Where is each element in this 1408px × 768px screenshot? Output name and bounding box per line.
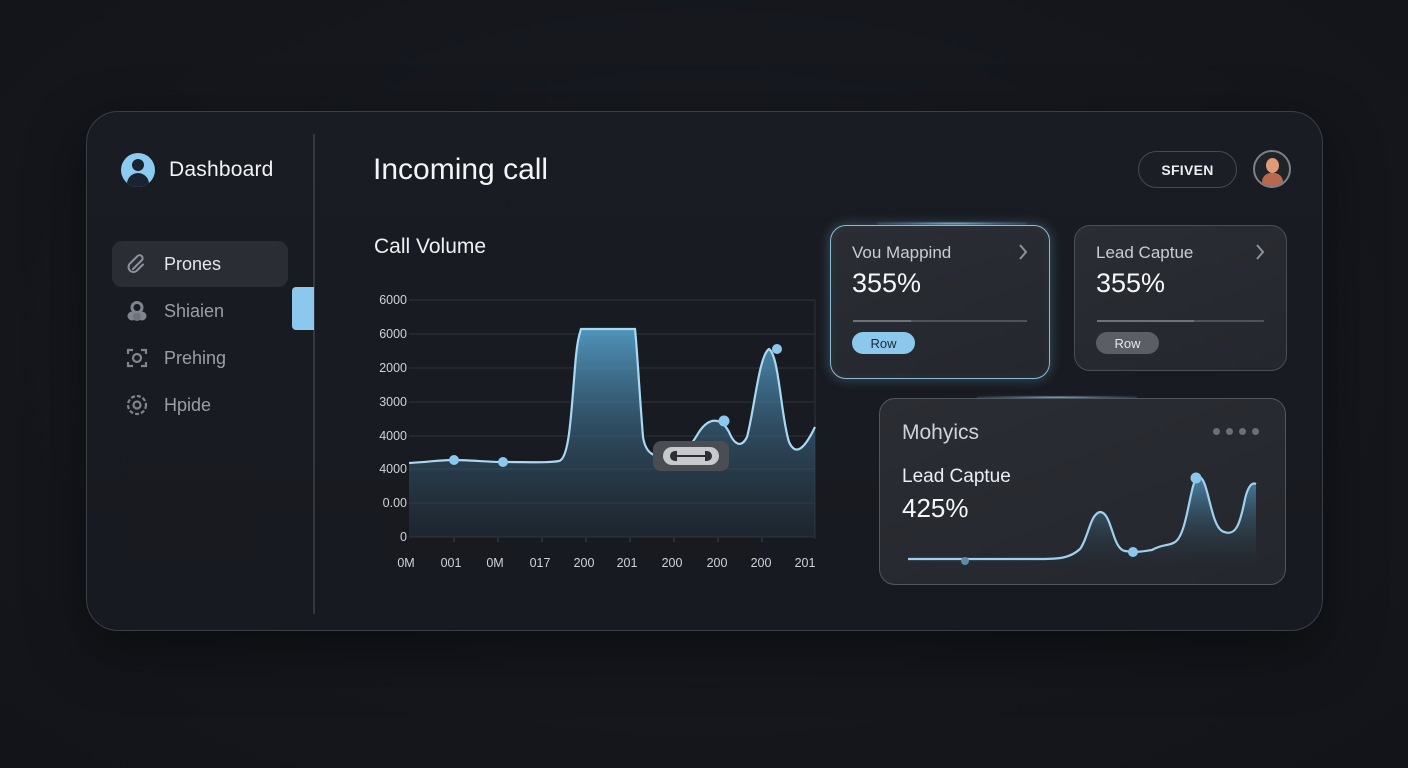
- x-tick: 0M: [397, 556, 415, 570]
- camera-scan-icon: [124, 345, 150, 371]
- card-value: 355%: [1096, 268, 1166, 298]
- brand-label: Dashboard: [169, 158, 274, 181]
- app-window: Dashboard Prones Shiaien: [86, 111, 1323, 631]
- x-tick: 017: [529, 556, 551, 570]
- metrics-card[interactable]: Mohyics Lead Captue 425%: [879, 398, 1286, 585]
- y-tick: 4000: [379, 462, 407, 476]
- paperclip-icon: [124, 251, 150, 277]
- card-glow: [977, 396, 1137, 399]
- y-tick: 0: [400, 530, 407, 544]
- call-volume-plot: [409, 299, 816, 542]
- sidebar-item-label: Shiaien: [164, 300, 225, 321]
- y-tick: 4000: [379, 429, 407, 443]
- progress-bar: [1097, 320, 1264, 322]
- call-volume-title: Call Volume: [374, 235, 487, 258]
- kpi-card-lead-capture[interactable]: Lead Captue 355% Row: [1074, 225, 1287, 371]
- sidebar-item-label: Prones: [164, 253, 222, 274]
- metrics-value: 425%: [902, 493, 969, 523]
- card-glow: [877, 222, 1027, 225]
- x-tick: 200: [661, 556, 683, 570]
- card-title: Lead Captue: [1096, 243, 1194, 262]
- chevron-right-icon[interactable]: [1254, 242, 1266, 262]
- y-tick: 0.00: [382, 496, 407, 510]
- kpi-card-mapping[interactable]: Vou Mappind 355% Row: [830, 225, 1050, 379]
- x-tick: 0M: [486, 556, 504, 570]
- x-axis: 0M 001 0M 017 200 201 200 200 200 201: [397, 556, 827, 576]
- y-tick: 3000: [379, 395, 407, 409]
- phone-icon: [663, 447, 719, 465]
- sidebar-item-hpide[interactable]: Hpide: [112, 382, 288, 428]
- metrics-subtitle: Lead Captue: [902, 466, 1011, 487]
- x-tick: 201: [794, 556, 816, 570]
- row-button[interactable]: Row: [852, 332, 915, 354]
- row-button[interactable]: Row: [1096, 332, 1159, 354]
- lead-capture-sparkline: [908, 472, 1257, 569]
- users-icon: [124, 298, 150, 324]
- y-tick: 2000: [379, 361, 407, 375]
- sidebar-item-prones[interactable]: Prones: [112, 241, 288, 287]
- page-title: Incoming call: [373, 153, 549, 186]
- header-action-button[interactable]: SFIVEN: [1138, 151, 1237, 188]
- sidebar-nav: Prones Shiaien Prehing: [112, 241, 288, 429]
- x-tick: 200: [573, 556, 595, 570]
- more-dots-icon[interactable]: [1213, 428, 1259, 435]
- x-tick: 200: [706, 556, 728, 570]
- call-volume-chart: 6000 6000 2000 3000 4000 4000 0.00 0: [357, 287, 827, 587]
- card-title: Vou Mappind: [852, 243, 952, 262]
- x-tick: 201: [616, 556, 638, 570]
- phone-tooltip: [653, 441, 729, 471]
- progress-bar: [853, 320, 1027, 322]
- sidebar-item-prehing[interactable]: Prehing: [112, 335, 288, 381]
- user-avatar[interactable]: [1253, 150, 1291, 188]
- y-tick: 6000: [379, 327, 407, 341]
- brand[interactable]: Dashboard: [121, 153, 274, 187]
- metrics-title: Mohyics: [902, 421, 980, 444]
- sidebar-item-shiaien[interactable]: Shiaien: [112, 288, 288, 334]
- sidebar-divider: [313, 134, 315, 614]
- sidebar-scroll-handle[interactable]: [292, 287, 314, 330]
- y-tick: 6000: [379, 293, 407, 307]
- chevron-right-icon[interactable]: [1017, 242, 1029, 262]
- gear-icon: [124, 392, 150, 418]
- x-tick: 200: [750, 556, 772, 570]
- card-value: 355%: [852, 268, 922, 298]
- y-axis: 6000 6000 2000 3000 4000 4000 0.00 0: [357, 287, 407, 587]
- user-circle-icon: [121, 153, 155, 187]
- sidebar-item-label: Prehing: [164, 347, 227, 368]
- x-tick: 001: [440, 556, 462, 570]
- sidebar-item-label: Hpide: [164, 394, 212, 415]
